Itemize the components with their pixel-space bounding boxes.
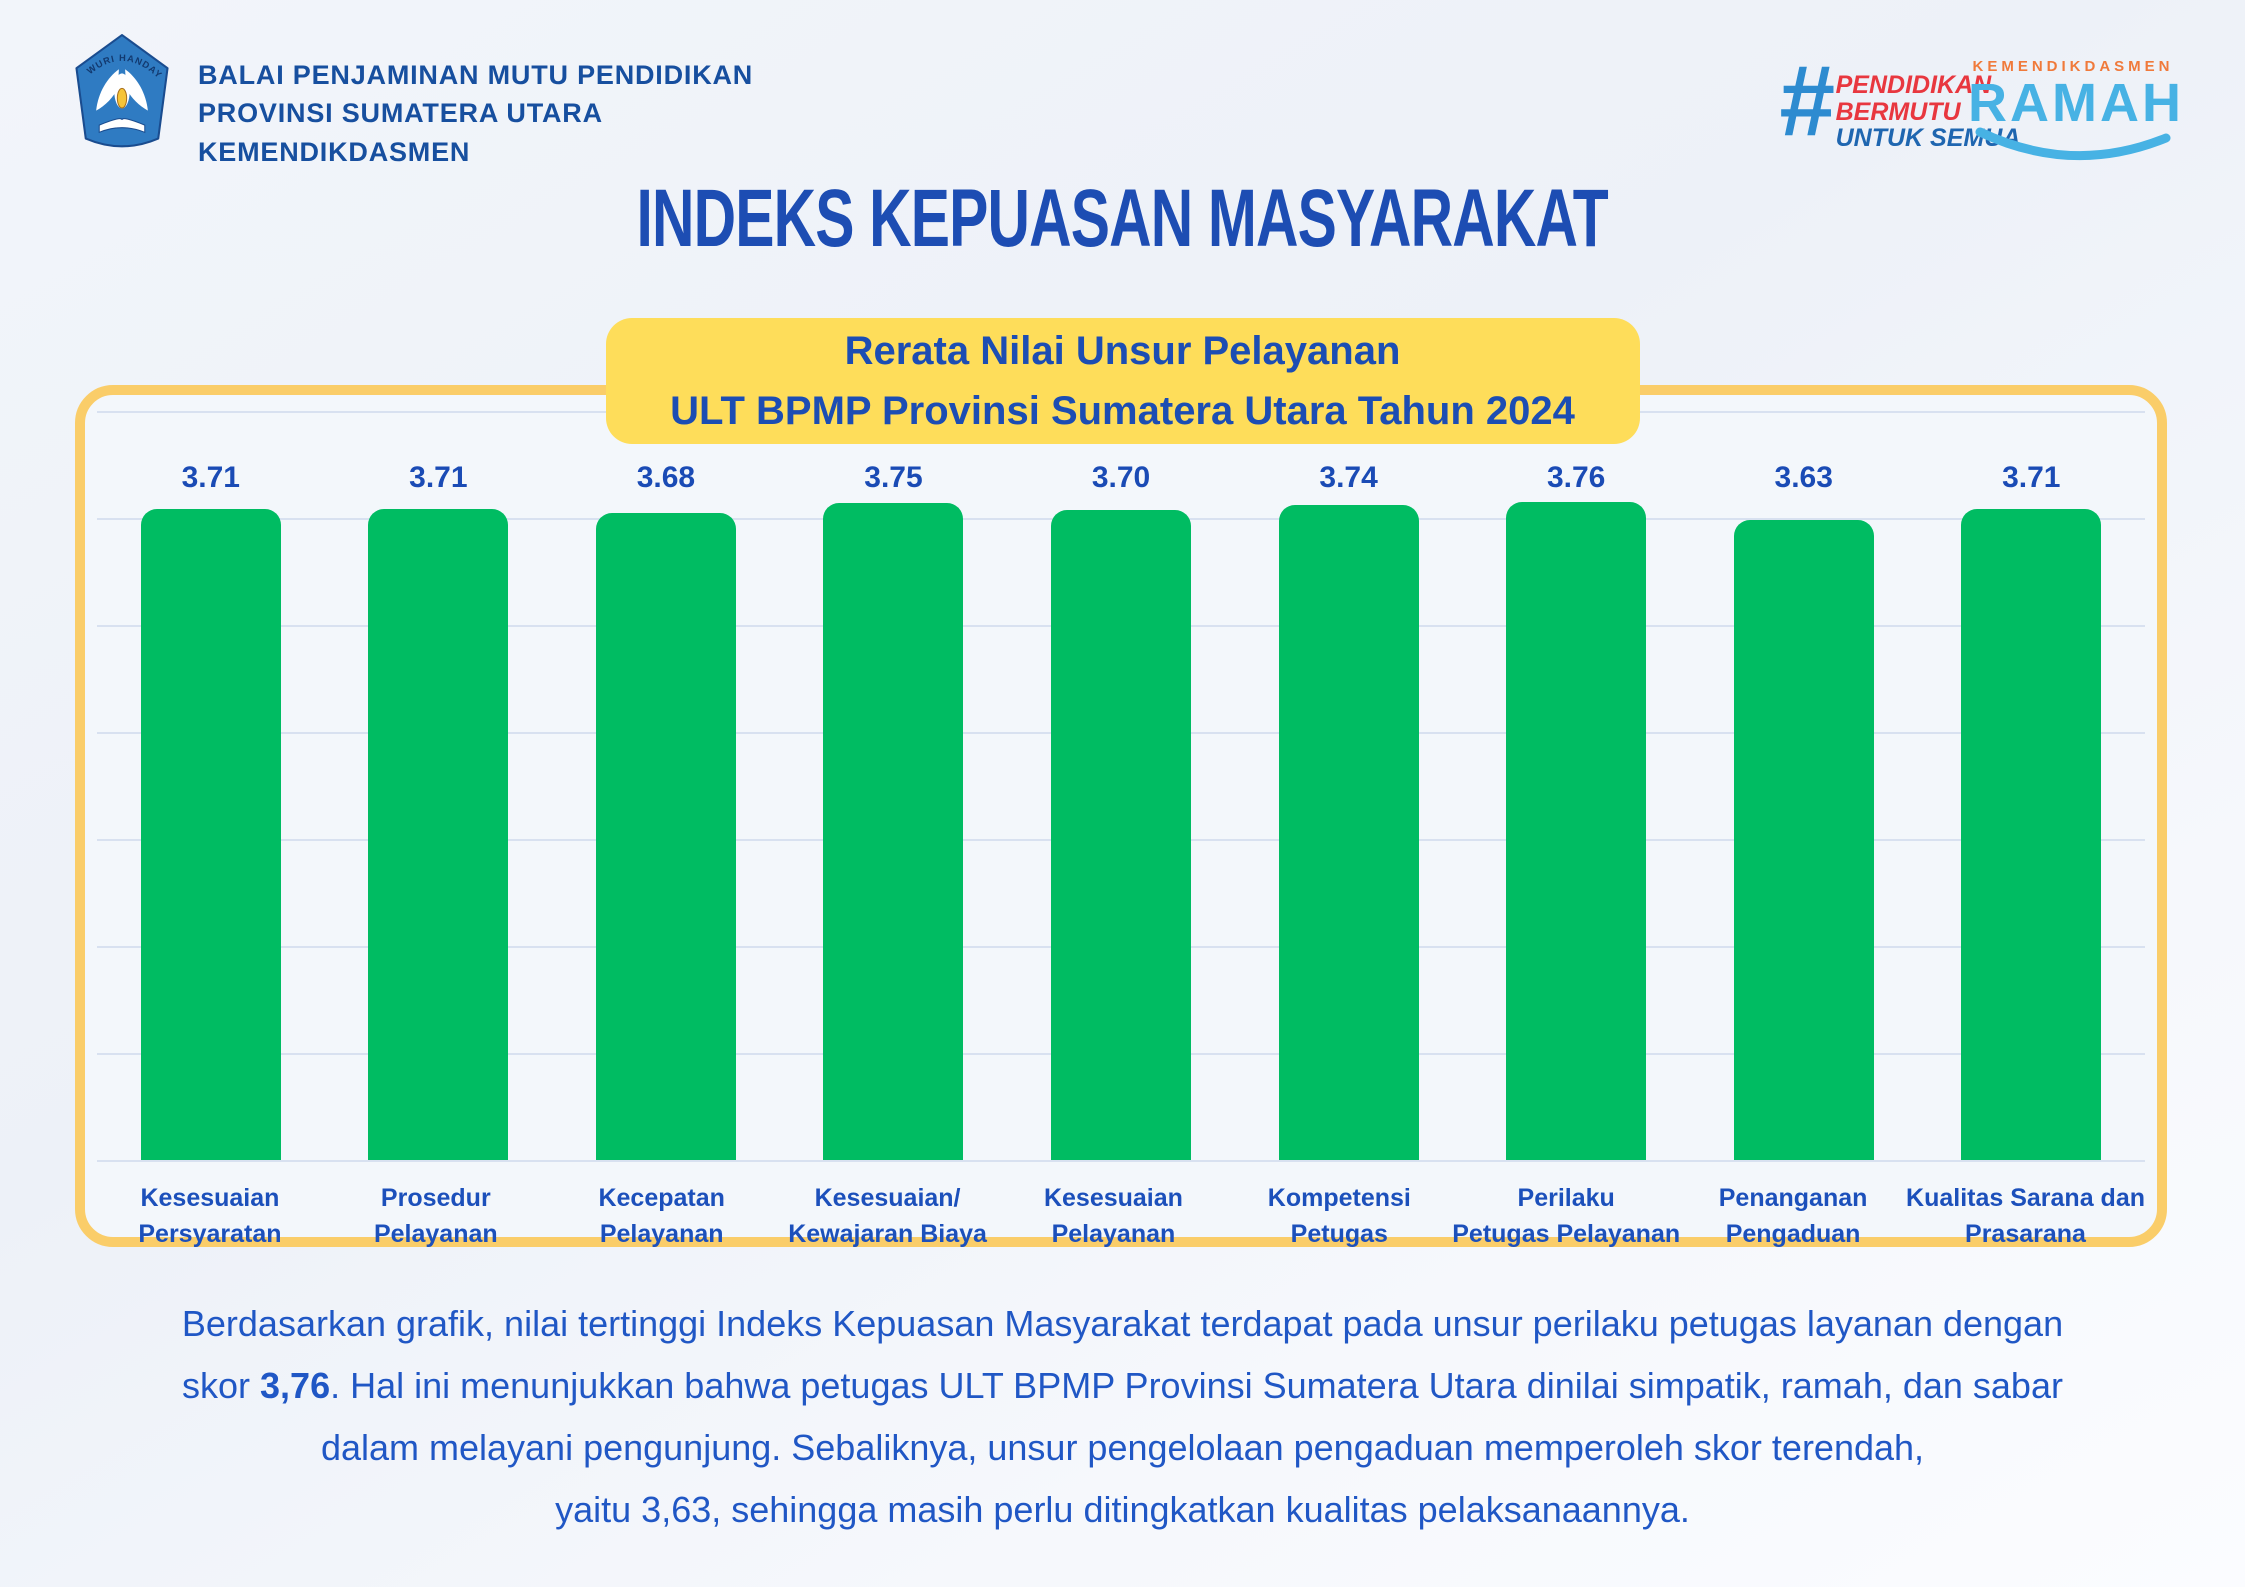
bar-category-label: Kesesuaian Pelayanan [1043, 1184, 1183, 1249]
analysis-line: skor 3,76. Hal ini menunjukkan bahwa pet… [0, 1355, 2245, 1417]
bar [140, 509, 281, 1160]
analysis-text: Berdasarkan grafik, nilai tertinggi Inde… [0, 1293, 2245, 1541]
analysis-segment: Berdasarkan grafik, nilai tertinggi Inde… [181, 1303, 2064, 1344]
bar [1733, 520, 1874, 1160]
ramah-wordmark: RAMAH [1968, 73, 2184, 133]
ramah-kemendikdasmen-label: KEMENDIKDASMEN [1972, 58, 2174, 75]
chart-subtitle-line-1: Rerata Nilai Unsur Pelayanan [844, 329, 1401, 373]
bar-value-label: 3.74 [1319, 461, 1378, 494]
analysis-line: dalam melayani pengunjung. Sebaliknya, u… [0, 1417, 2245, 1479]
bar-column [1690, 411, 1918, 1160]
bar [823, 503, 964, 1160]
bar-value-label: 3.63 [1774, 461, 1833, 494]
institution-line-3: KEMENDIKDASMEN [198, 136, 471, 167]
chart-bars [97, 411, 2145, 1160]
bar-column [1462, 411, 1690, 1160]
bar [1506, 502, 1647, 1160]
bar-category-label: Kompetensi Petugas [1267, 1184, 1411, 1249]
tut-wuri-handayani-logo: TUT WURI HANDAYANI [66, 26, 174, 157]
satisfaction-bar-chart: 3.71 3.71 3.68 3.75 3.70 3.74 3.76 3.63 3.71 Kes… [75, 385, 2167, 1248]
campaign-line-2: BERMUTU [1835, 97, 1961, 126]
bar-column [552, 411, 780, 1160]
analysis-segment: . Hal ini menunjukkan bahwa petugas ULT … [330, 1364, 2063, 1406]
bar-column [1007, 411, 1235, 1160]
bar-value-label: 3.68 [636, 461, 696, 494]
chart-category-labels: Kesesuaian Persyaratan Prosedur Pelayanan… [97, 1180, 2145, 1253]
bar [368, 509, 509, 1160]
chart-subtitle-badge: Rerata Nilai Unsur Pelayanan ULT BPMP Pr… [605, 318, 1640, 444]
tut-wuri-handayani-logo-graphic: TUT WURI HANDAYANI [66, 26, 169, 148]
bar-value-label: 3.76 [1546, 461, 1606, 494]
analysis-segment: yaitu 3,63, sehingga masih perlu ditingk… [555, 1488, 1690, 1530]
institution-line-2: PROVINSI SUMATERA UTARA [198, 98, 603, 129]
page-title-text: INDEKS KEPUASAN MASYARAKAT [636, 172, 1609, 264]
chart-value-labels: 3.71 3.71 3.68 3.75 3.70 3.74 3.76 3.63 3.71 [97, 461, 2145, 495]
bar-column [780, 411, 1008, 1160]
analysis-line: yaitu 3,63, sehingga masih perlu ditingk… [0, 1479, 2245, 1541]
bar-value-label: 3.71 [409, 461, 468, 494]
bar-column [1235, 411, 1463, 1160]
bar-column [1918, 411, 2146, 1160]
bar-category-label: Prosedur Pelayanan [373, 1184, 498, 1249]
institution-name: BALAI PENJAMINAN MUTU PENDIDIKAN PROVINS… [198, 56, 753, 171]
bar-column [97, 411, 325, 1160]
bar-value-label: 3.70 [1091, 461, 1151, 494]
bar-value-label: 3.75 [864, 461, 923, 494]
pendidikan-bermutu-logo: # PENDIDIKAN BERMUTU UNTUK SEMUA [1778, 45, 2020, 157]
bar-value-label: 3.71 [2002, 461, 2061, 494]
kemendikdasmen-ramah-logo: KEMENDIKDASMEN RAMAH [1968, 58, 2184, 170]
chart-subtitle-line-2: ULT BPMP Provinsi Sumatera Utara Tahun 2… [670, 389, 1575, 433]
bar [1961, 509, 2102, 1160]
smile-arc-icon [1975, 127, 2171, 160]
page-title: INDEKS KEPUASAN MASYARAKAT [0, 173, 2245, 263]
bar-value-label: 3.71 [181, 461, 240, 494]
institution-line-1: BALAI PENJAMINAN MUTU PENDIDIKAN [198, 60, 754, 90]
analysis-highlight: 3,76 [260, 1364, 331, 1406]
bar [595, 513, 736, 1160]
analysis-line: Berdasarkan grafik, nilai tertinggi Inde… [0, 1293, 2245, 1355]
analysis-segment: dalam melayani pengunjung. Sebaliknya, u… [320, 1426, 1925, 1468]
bar-category-label: Perilaku Petugas Pelayanan [1452, 1184, 1681, 1249]
hashtag-icon: # [1778, 45, 1834, 157]
bar-category-label: Kesesuaian/ Kewajaran Biaya [788, 1184, 987, 1249]
bar [1051, 510, 1192, 1160]
bar [1278, 505, 1419, 1160]
bar-category-label: Kesesuaian Persyaratan [138, 1184, 282, 1249]
bar-category-label: Penanganan Pengaduan [1718, 1184, 1868, 1249]
gridline [97, 1160, 2145, 1162]
bar-category-label: Kecepatan Pelayanan [598, 1184, 725, 1249]
analysis-segment: skor [182, 1364, 261, 1406]
campaign-line-1: PENDIDIKAN [1835, 71, 1992, 99]
bar-category-label: Kualitas Sarana dan Prasarana [1906, 1184, 2145, 1249]
bar-column [325, 411, 553, 1160]
